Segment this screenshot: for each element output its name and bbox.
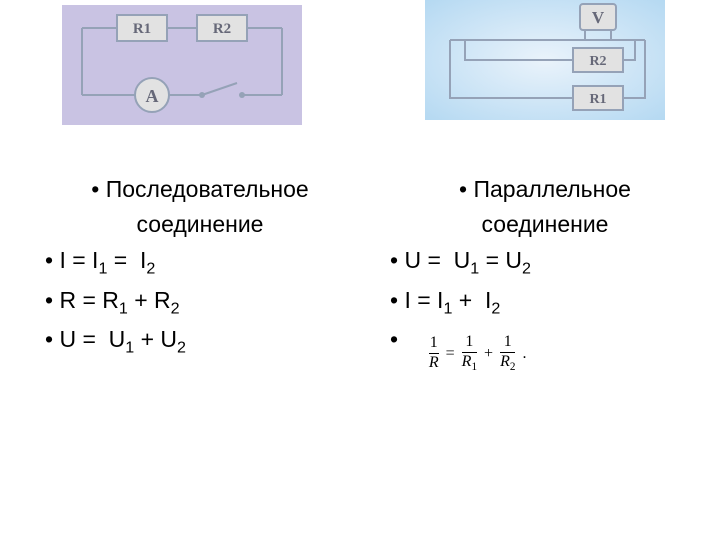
parallel-title: • Параллельное соединение: [390, 172, 700, 241]
parallel-text-section: • Параллельное соединение • U = U1 = U2 …: [390, 172, 700, 376]
series-text-section: • Последовательное соединение • I = I1 =…: [45, 172, 355, 362]
r2-label: R2: [213, 21, 231, 37]
r1-label: R1: [133, 21, 151, 37]
parallel-circuit-diagram: V R2 R1: [425, 0, 665, 120]
r1-label-parallel: R1: [589, 92, 606, 107]
series-formula-voltage: • U = U1 + U2: [45, 322, 355, 360]
series-circuit-diagram: R1 R2 A: [62, 5, 302, 125]
parallel-formula-resistance: • 1R = 1R1 + 1R2 .: [390, 322, 700, 373]
series-title: • Последовательное соединение: [45, 172, 355, 241]
series-formula-resistance: • R = R1 + R2: [45, 283, 355, 321]
parallel-formula-current: • I = I1 + I2: [390, 283, 700, 321]
voltmeter-label: V: [592, 8, 605, 27]
parallel-formula-voltage: • U = U1 = U2: [390, 243, 700, 281]
ammeter-label: A: [146, 86, 159, 106]
r2-label-parallel: R2: [589, 54, 606, 69]
series-formula-current: • I = I1 = I2: [45, 243, 355, 281]
